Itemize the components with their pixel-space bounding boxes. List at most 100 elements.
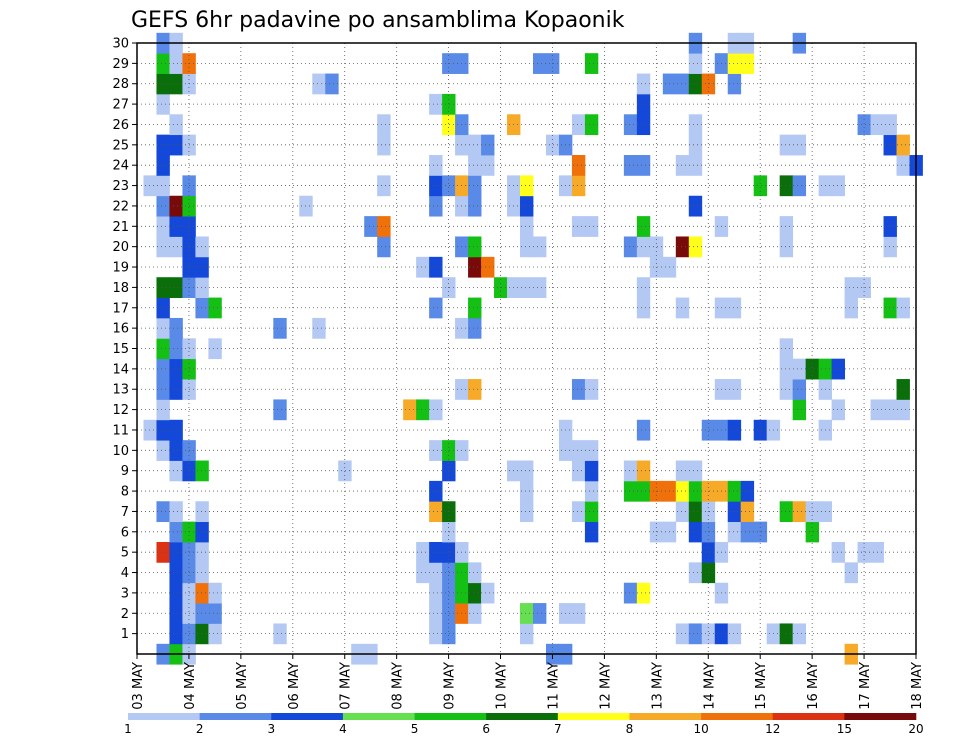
- precip-cell: [156, 216, 170, 237]
- precip-cell: [636, 114, 651, 136]
- precip-cell: [156, 277, 170, 298]
- precip-cell: [727, 521, 742, 543]
- precip-cell: [416, 256, 430, 278]
- precip-cell: [156, 338, 170, 360]
- y-tick-label: 9: [121, 464, 129, 479]
- precip-cell: [779, 134, 794, 156]
- y-tick-label: 2: [121, 607, 129, 622]
- precip-cell: [195, 501, 209, 523]
- y-tick-label: 29: [112, 57, 129, 72]
- precip-cell: [442, 623, 456, 645]
- precip-cell: [532, 277, 547, 298]
- y-tick-label: 3: [121, 586, 129, 601]
- y-tick-label: 28: [112, 77, 129, 92]
- x-tick-label: 16 MAY: [806, 662, 821, 710]
- precip-cell: [623, 480, 638, 502]
- precip-cell: [429, 256, 443, 278]
- precip-cell: [584, 501, 599, 523]
- precip-cell: [442, 582, 456, 604]
- x-tick-label: 09 MAY: [443, 662, 458, 710]
- precip-cell: [584, 53, 599, 74]
- precip-cell: [468, 175, 482, 197]
- precip-cell: [584, 521, 599, 543]
- precip-cell: [416, 399, 430, 421]
- precip-cell: [520, 501, 534, 523]
- precip-cell: [844, 562, 858, 584]
- x-tick-label: 14 MAY: [702, 662, 717, 710]
- precip-cell: [792, 623, 807, 645]
- precip-cell: [779, 379, 794, 400]
- precip-cell: [857, 541, 871, 563]
- precip-cell: [636, 480, 651, 502]
- precip-cell: [195, 623, 209, 645]
- precip-cell: [156, 195, 170, 217]
- precip-cell: [143, 175, 157, 197]
- precip-cell: [442, 460, 456, 482]
- precip-cell: [883, 236, 897, 258]
- precip-cell: [883, 134, 897, 156]
- precip-cell: [545, 134, 560, 156]
- precip-cell: [636, 277, 651, 298]
- colorbar-swatch: [414, 713, 487, 720]
- precip-cell: [442, 562, 456, 584]
- x-tick-label: 06 MAY: [287, 662, 302, 710]
- precip-cell: [584, 480, 599, 502]
- precip-cell: [701, 562, 716, 584]
- precip-cell: [896, 155, 910, 176]
- precip-cell: [636, 236, 651, 258]
- precip-cell: [195, 277, 209, 298]
- precip-cell: [429, 175, 443, 197]
- precip-cell: [468, 317, 482, 339]
- precip-cell: [532, 236, 547, 258]
- x-tick-label: 05 MAY: [235, 662, 250, 710]
- precip-cell: [429, 623, 443, 645]
- precip-cell: [584, 460, 599, 482]
- precip-cell: [156, 379, 170, 400]
- precip-cell: [701, 623, 716, 645]
- precip-cell: [156, 236, 170, 258]
- precip-cell: [727, 501, 742, 523]
- precip-cell: [532, 53, 547, 74]
- precip-cell: [195, 541, 209, 563]
- precip-cell: [429, 93, 443, 115]
- y-tick-label: 14: [112, 362, 129, 377]
- colorbar-swatch: [128, 713, 200, 720]
- precip-cell: [701, 521, 716, 543]
- precip-cell: [675, 297, 690, 319]
- precip-cell: [520, 216, 534, 237]
- precip-cell: [571, 379, 586, 400]
- precip-cell: [195, 603, 209, 624]
- precip-cell: [468, 603, 482, 624]
- precip-cell: [688, 480, 703, 502]
- precip-cell: [429, 562, 443, 584]
- y-axis-ticks: 1234567891011121314151617181920212223242…: [112, 37, 137, 642]
- precip-cell: [636, 93, 651, 115]
- precip-cell: [429, 440, 443, 461]
- precip-cell: [156, 175, 170, 197]
- precip-cell: [169, 317, 183, 339]
- precip-cell: [169, 236, 183, 258]
- precip-cell: [468, 155, 482, 176]
- precip-cell: [636, 216, 651, 237]
- precip-cell: [727, 73, 742, 95]
- precip-cell: [169, 195, 183, 217]
- precip-cell: [623, 236, 638, 258]
- precip-cell: [442, 93, 456, 115]
- precip-cell: [727, 297, 742, 319]
- precip-cell: [208, 623, 222, 645]
- precip-cell: [468, 195, 482, 217]
- precip-cell: [195, 236, 209, 258]
- x-tick-label: 17 MAY: [858, 662, 873, 710]
- colorbar-swatch: [629, 713, 702, 720]
- x-tick-label: 04 MAY: [183, 662, 198, 710]
- y-tick-label: 21: [112, 220, 129, 235]
- y-tick-label: 6: [121, 525, 129, 540]
- precip-cell: [675, 501, 690, 523]
- precip-cell: [831, 358, 845, 380]
- precip-cell: [325, 73, 339, 95]
- x-tick-label: 13 MAY: [650, 662, 665, 710]
- precip-cell: [169, 521, 183, 543]
- precip-cell: [792, 358, 807, 380]
- y-tick-label: 26: [112, 118, 129, 133]
